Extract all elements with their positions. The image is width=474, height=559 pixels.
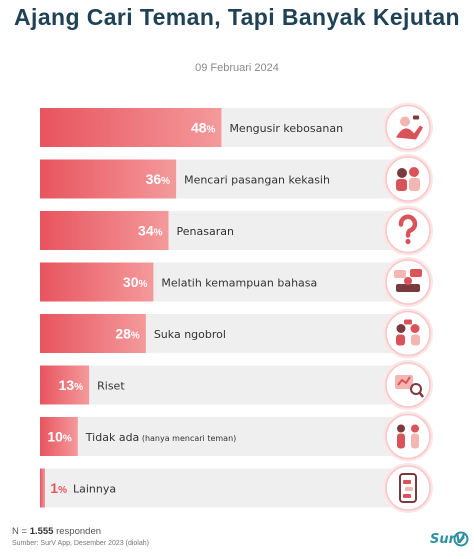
- bar-row: 48% Mengusir kebosanan: [40, 102, 433, 153]
- bar-track: [40, 365, 400, 405]
- icon-head: [410, 324, 420, 333]
- value-label: 13%: [59, 377, 84, 393]
- surv-logo: SurV: [430, 531, 469, 547]
- page-title: Ajang Cari Teman, Tapi Banyak Kejutan: [14, 4, 460, 30]
- category-label: Melatih kemampuan bahasa: [161, 277, 317, 290]
- icon-bubble: [403, 494, 411, 498]
- bar: [40, 417, 78, 456]
- value-label: 48%: [191, 120, 216, 136]
- icon-handle: [419, 392, 424, 398]
- research-icon: [383, 360, 433, 410]
- icon-body: [396, 125, 423, 140]
- icon-circle: [385, 156, 431, 202]
- category-label: Penasaran: [177, 225, 234, 238]
- icon-phone: [399, 473, 417, 503]
- icon-bubble: [403, 480, 411, 484]
- bar-row: 36% Mencari pasangan kekasih: [40, 154, 433, 204]
- bar: [40, 468, 45, 508]
- icon-circle: [385, 104, 431, 151]
- icon-body: [411, 334, 420, 346]
- icon-question: [398, 214, 418, 238]
- icon-head: [397, 168, 407, 178]
- icon-head: [404, 277, 412, 285]
- bar: [40, 365, 90, 405]
- icon-circle: [385, 413, 431, 460]
- bar-row: 13% Riset: [40, 360, 433, 410]
- category-label: Mencari pasangan kekasih: [184, 174, 330, 187]
- icon-desk: [396, 284, 420, 292]
- icon-head: [400, 116, 410, 127]
- value-label: 30%: [123, 274, 148, 290]
- category-label: Lainnya: [73, 483, 116, 496]
- sample-size: N = 1.555 responden: [12, 526, 102, 537]
- value-label: 10%: [47, 429, 72, 445]
- category-label: Tidak ada (hanya mencari teman): [85, 431, 236, 444]
- icon-head: [396, 324, 406, 333]
- bar-track: [40, 468, 400, 508]
- icon-dot: [405, 238, 411, 245]
- icon-circle: [385, 310, 431, 357]
- icon-head: [397, 424, 405, 433]
- icon-graph: [397, 376, 411, 386]
- bar-row: 28% Suka ngobrol: [40, 308, 433, 359]
- icon-head: [409, 167, 419, 177]
- bar-row: 1% Lainnya: [40, 463, 433, 513]
- value-label: 34%: [138, 223, 163, 239]
- friends-icon: [383, 411, 433, 462]
- conversation-icon: [383, 308, 433, 359]
- icon-bubble: [405, 487, 413, 491]
- icon-detail: [413, 115, 419, 120]
- category-label: Mengusir kebosanan: [229, 122, 343, 135]
- bored-person-icon: [383, 102, 433, 153]
- couple-icon: [383, 154, 433, 204]
- phone-chat-icon: [383, 463, 433, 513]
- date-label: 09 Februari 2024: [195, 62, 279, 74]
- bar: [40, 262, 154, 302]
- icon-head: [411, 424, 419, 433]
- icon-bubble: [404, 319, 412, 325]
- bar-chart: 48% Mengusir kebosanan 36% Mencari pasangan…: [40, 102, 433, 513]
- bar-row: 10% Tidak ada (hanya mencari teman): [40, 411, 433, 462]
- icon-bubble: [394, 270, 406, 278]
- bar: [40, 159, 177, 199]
- bar: [40, 211, 169, 250]
- language-chat-icon: [383, 257, 433, 307]
- bar-track: [40, 417, 400, 456]
- value-label: 36%: [146, 171, 171, 187]
- bar-row: 30% Melatih kemampuan bahasa: [40, 257, 433, 307]
- bar-row: 34% Penasaran: [40, 205, 433, 256]
- icon-body: [397, 433, 405, 449]
- category-label: Suka ngobrol: [154, 328, 226, 341]
- icon-body: [411, 433, 419, 449]
- value-label: 1%: [50, 480, 67, 496]
- category-label: Riset: [97, 380, 125, 393]
- source-note: Sumber: SurV App, Desember 2023 (diolah): [12, 540, 149, 547]
- icon-body: [409, 178, 420, 191]
- icon-body: [396, 179, 407, 191]
- value-label: 28%: [115, 326, 140, 342]
- question-mark-icon: [383, 205, 433, 256]
- bar: [40, 314, 146, 353]
- icon-bubble: [410, 269, 422, 277]
- icon-body: [396, 334, 405, 346]
- icon-lens: [410, 383, 422, 395]
- bar: [40, 108, 222, 147]
